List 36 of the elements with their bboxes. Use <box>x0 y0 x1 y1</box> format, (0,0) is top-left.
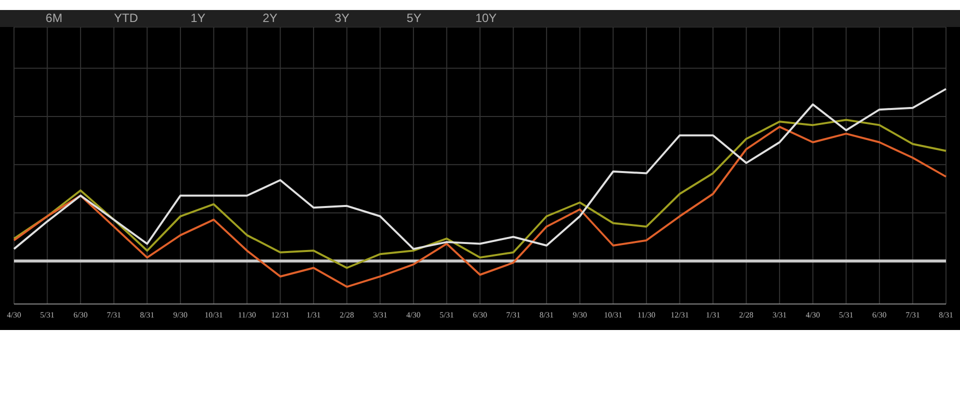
x-tick-label: 7/31 <box>506 310 520 320</box>
x-tick-label: 12/31 <box>670 310 689 320</box>
text: 3Y <box>334 10 350 27</box>
x-tick-label: 5/31 <box>839 310 854 320</box>
x-tick-label: 3/31 <box>772 310 787 320</box>
x-tick-label: 7/31 <box>906 310 920 320</box>
x-tick-label: 5/31 <box>440 310 454 320</box>
x-tick-label: 9/30 <box>173 310 188 320</box>
x-tick-label: 7/31 <box>106 310 121 320</box>
text: 6M <box>44 10 64 27</box>
x-tick-label: 10/31 <box>204 310 223 320</box>
x-tick-label: 11/30 <box>637 310 656 320</box>
x-tick-label: 8/31 <box>938 310 954 320</box>
x-tick-label: 4/30 <box>806 310 820 320</box>
x-tick-label: 1/31 <box>706 310 720 320</box>
x-tick-label: 10/31 <box>604 310 622 320</box>
text: 5Y <box>406 10 422 27</box>
x-tick-label: 12/31 <box>271 310 290 320</box>
text: 1Y <box>190 10 206 27</box>
x-tick-label: 9/30 <box>572 310 587 320</box>
x-tick-label: 4/30 <box>406 310 421 320</box>
x-tick-label: 6/30 <box>73 310 88 320</box>
x-tick-label: 8/31 <box>140 310 154 320</box>
x-tick-label: 4/30 <box>6 310 22 320</box>
x-tick-label: 11/30 <box>238 310 256 320</box>
x-tick-label: 6/30 <box>472 310 488 320</box>
x-tick-label: 5/31 <box>40 310 54 320</box>
text: YTD <box>113 10 139 27</box>
x-tick-label: 6/30 <box>872 310 887 320</box>
text: 10Y <box>474 10 498 27</box>
x-tick-label: 1/31 <box>306 310 321 320</box>
x-tick-label: 3/31 <box>373 310 388 320</box>
x-tick-label: 2/28 <box>340 310 354 320</box>
x-tick-label: 8/31 <box>539 310 554 320</box>
text: 2Y <box>262 10 278 27</box>
x-tick-label: 2/28 <box>739 310 754 320</box>
